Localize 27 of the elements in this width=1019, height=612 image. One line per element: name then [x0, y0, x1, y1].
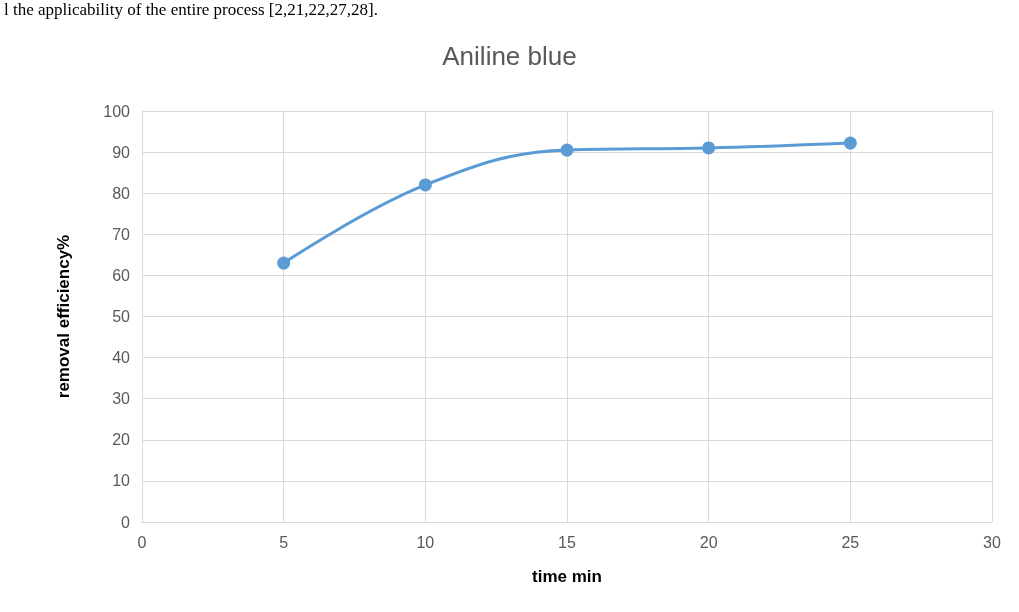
y-tick-label: 80	[112, 184, 131, 202]
point	[277, 256, 291, 270]
x-tick-label: 30	[983, 533, 1001, 551]
y-tick-label: 70	[112, 225, 131, 243]
x-tick-label: 0	[137, 533, 147, 551]
x-tick-label: 10	[416, 533, 435, 551]
y-tick-label: 90	[112, 143, 131, 161]
x-tick-label: 20	[699, 533, 718, 551]
point	[843, 136, 857, 150]
x-tick-label: 15	[558, 533, 576, 551]
x-tick-label: 25	[841, 533, 860, 551]
y-tick-label: 30	[112, 390, 131, 408]
text: l the applicability of the entire process [2,21,22,27,28].	[4, 0, 378, 20]
y-tick-label: 20	[112, 431, 131, 449]
y-axis-title: removal efficiency%	[54, 234, 73, 399]
y-tick-label: 0	[121, 513, 131, 531]
point	[418, 178, 432, 192]
point	[560, 143, 574, 157]
y-tick-label: 100	[103, 102, 131, 120]
y-tick-label: 40	[112, 349, 131, 367]
chart-title: Aniline blue	[442, 41, 577, 71]
x-axis-title: time min	[532, 567, 602, 586]
x-tick-label: 5	[279, 533, 289, 551]
y-tick-label: 50	[112, 308, 131, 325]
point	[702, 141, 716, 155]
y-tick-label: 10	[112, 472, 131, 490]
y-tick-label: 60	[112, 266, 131, 284]
